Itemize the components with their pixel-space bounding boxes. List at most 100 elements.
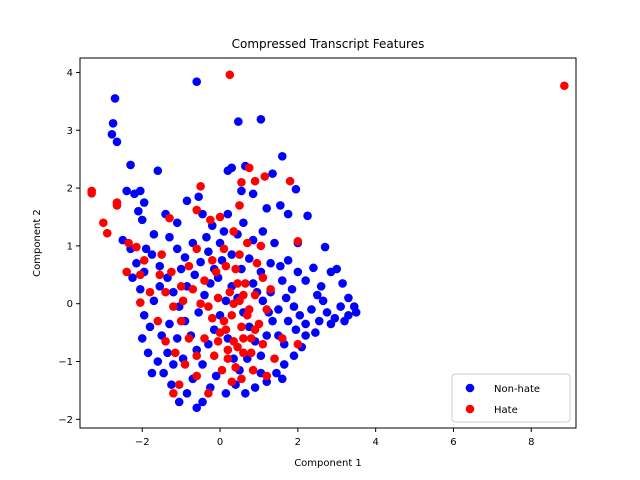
data-point	[285, 176, 295, 186]
data-point	[206, 215, 215, 225]
data-point	[239, 334, 248, 343]
data-point	[145, 287, 155, 297]
data-point	[283, 209, 293, 219]
data-point	[178, 296, 188, 306]
legend-label: Hate	[494, 405, 518, 416]
data-point	[248, 189, 258, 199]
data-point	[200, 290, 209, 300]
data-point	[244, 254, 254, 263]
plot-area-frame	[79, 57, 577, 429]
data-point	[213, 336, 223, 346]
series-hate	[87, 70, 569, 398]
data-point	[227, 377, 237, 387]
data-point	[204, 302, 213, 311]
data-point	[190, 270, 200, 280]
x-tick-label: 0	[217, 437, 223, 448]
data-point	[194, 192, 203, 202]
data-point	[237, 186, 246, 196]
data-point	[180, 360, 190, 369]
data-point	[171, 348, 180, 358]
x-tick-label: 4	[372, 437, 378, 448]
data-point	[229, 299, 238, 309]
data-point	[223, 354, 233, 363]
data-point	[99, 218, 108, 228]
x-tick-label: 8	[528, 437, 534, 448]
data-point	[256, 351, 266, 361]
data-point	[313, 290, 322, 300]
data-point	[250, 383, 260, 392]
data-point	[143, 348, 153, 358]
data-point	[122, 186, 131, 196]
data-point	[174, 380, 184, 389]
data-point	[241, 389, 250, 398]
data-point	[172, 244, 182, 254]
data-point	[277, 151, 287, 161]
data-point	[248, 365, 258, 375]
data-point	[276, 261, 285, 271]
data-point	[223, 345, 233, 355]
data-point	[239, 290, 248, 300]
data-point	[192, 244, 202, 254]
legend-label: Non-hate	[494, 384, 540, 395]
data-point	[332, 264, 342, 274]
data-point	[235, 250, 244, 259]
data-point	[322, 308, 332, 317]
data-point	[198, 360, 207, 369]
data-point	[233, 279, 242, 288]
data-point	[277, 276, 287, 285]
data-point	[192, 403, 202, 413]
data-point	[316, 282, 326, 291]
data-point	[213, 293, 223, 303]
data-point	[291, 184, 301, 194]
data-point	[262, 371, 272, 381]
data-point	[108, 119, 118, 128]
data-point	[155, 261, 165, 271]
data-point	[169, 287, 178, 297]
data-point	[184, 261, 194, 271]
y-axis-label: Component 2	[32, 209, 43, 277]
data-point	[223, 166, 233, 176]
data-point	[307, 305, 316, 314]
data-point	[311, 328, 320, 337]
data-point	[277, 374, 287, 384]
data-point	[211, 371, 221, 381]
data-point	[169, 302, 178, 311]
data-point	[318, 296, 328, 306]
data-point	[200, 334, 209, 343]
data-point	[301, 331, 310, 340]
x-tick-label: −2	[135, 437, 150, 448]
data-point	[87, 188, 96, 198]
data-point	[287, 284, 297, 294]
data-point	[192, 371, 202, 381]
data-point	[139, 310, 149, 320]
data-point	[147, 368, 157, 378]
y-tick-label: 2	[67, 184, 73, 195]
data-point	[196, 299, 205, 309]
data-point	[237, 374, 246, 384]
data-point	[211, 267, 221, 277]
data-point	[167, 267, 176, 277]
data-point	[244, 163, 254, 173]
data-point	[204, 389, 213, 398]
data-point	[165, 232, 174, 242]
data-point	[107, 130, 117, 139]
data-point	[262, 305, 272, 314]
data-point	[233, 342, 242, 352]
data-point	[293, 236, 303, 246]
data-point	[303, 211, 312, 221]
data-point	[246, 348, 256, 358]
data-point	[215, 212, 225, 222]
data-point	[246, 334, 256, 343]
data-point	[192, 77, 202, 86]
data-point	[344, 293, 353, 303]
data-point	[266, 258, 275, 268]
data-point	[207, 256, 217, 265]
data-point	[176, 282, 186, 291]
data-point	[169, 360, 178, 369]
data-point	[200, 276, 209, 285]
data-point	[169, 389, 178, 398]
data-point	[163, 348, 172, 358]
y-tick-label: −1	[58, 357, 73, 368]
data-point	[136, 298, 145, 307]
